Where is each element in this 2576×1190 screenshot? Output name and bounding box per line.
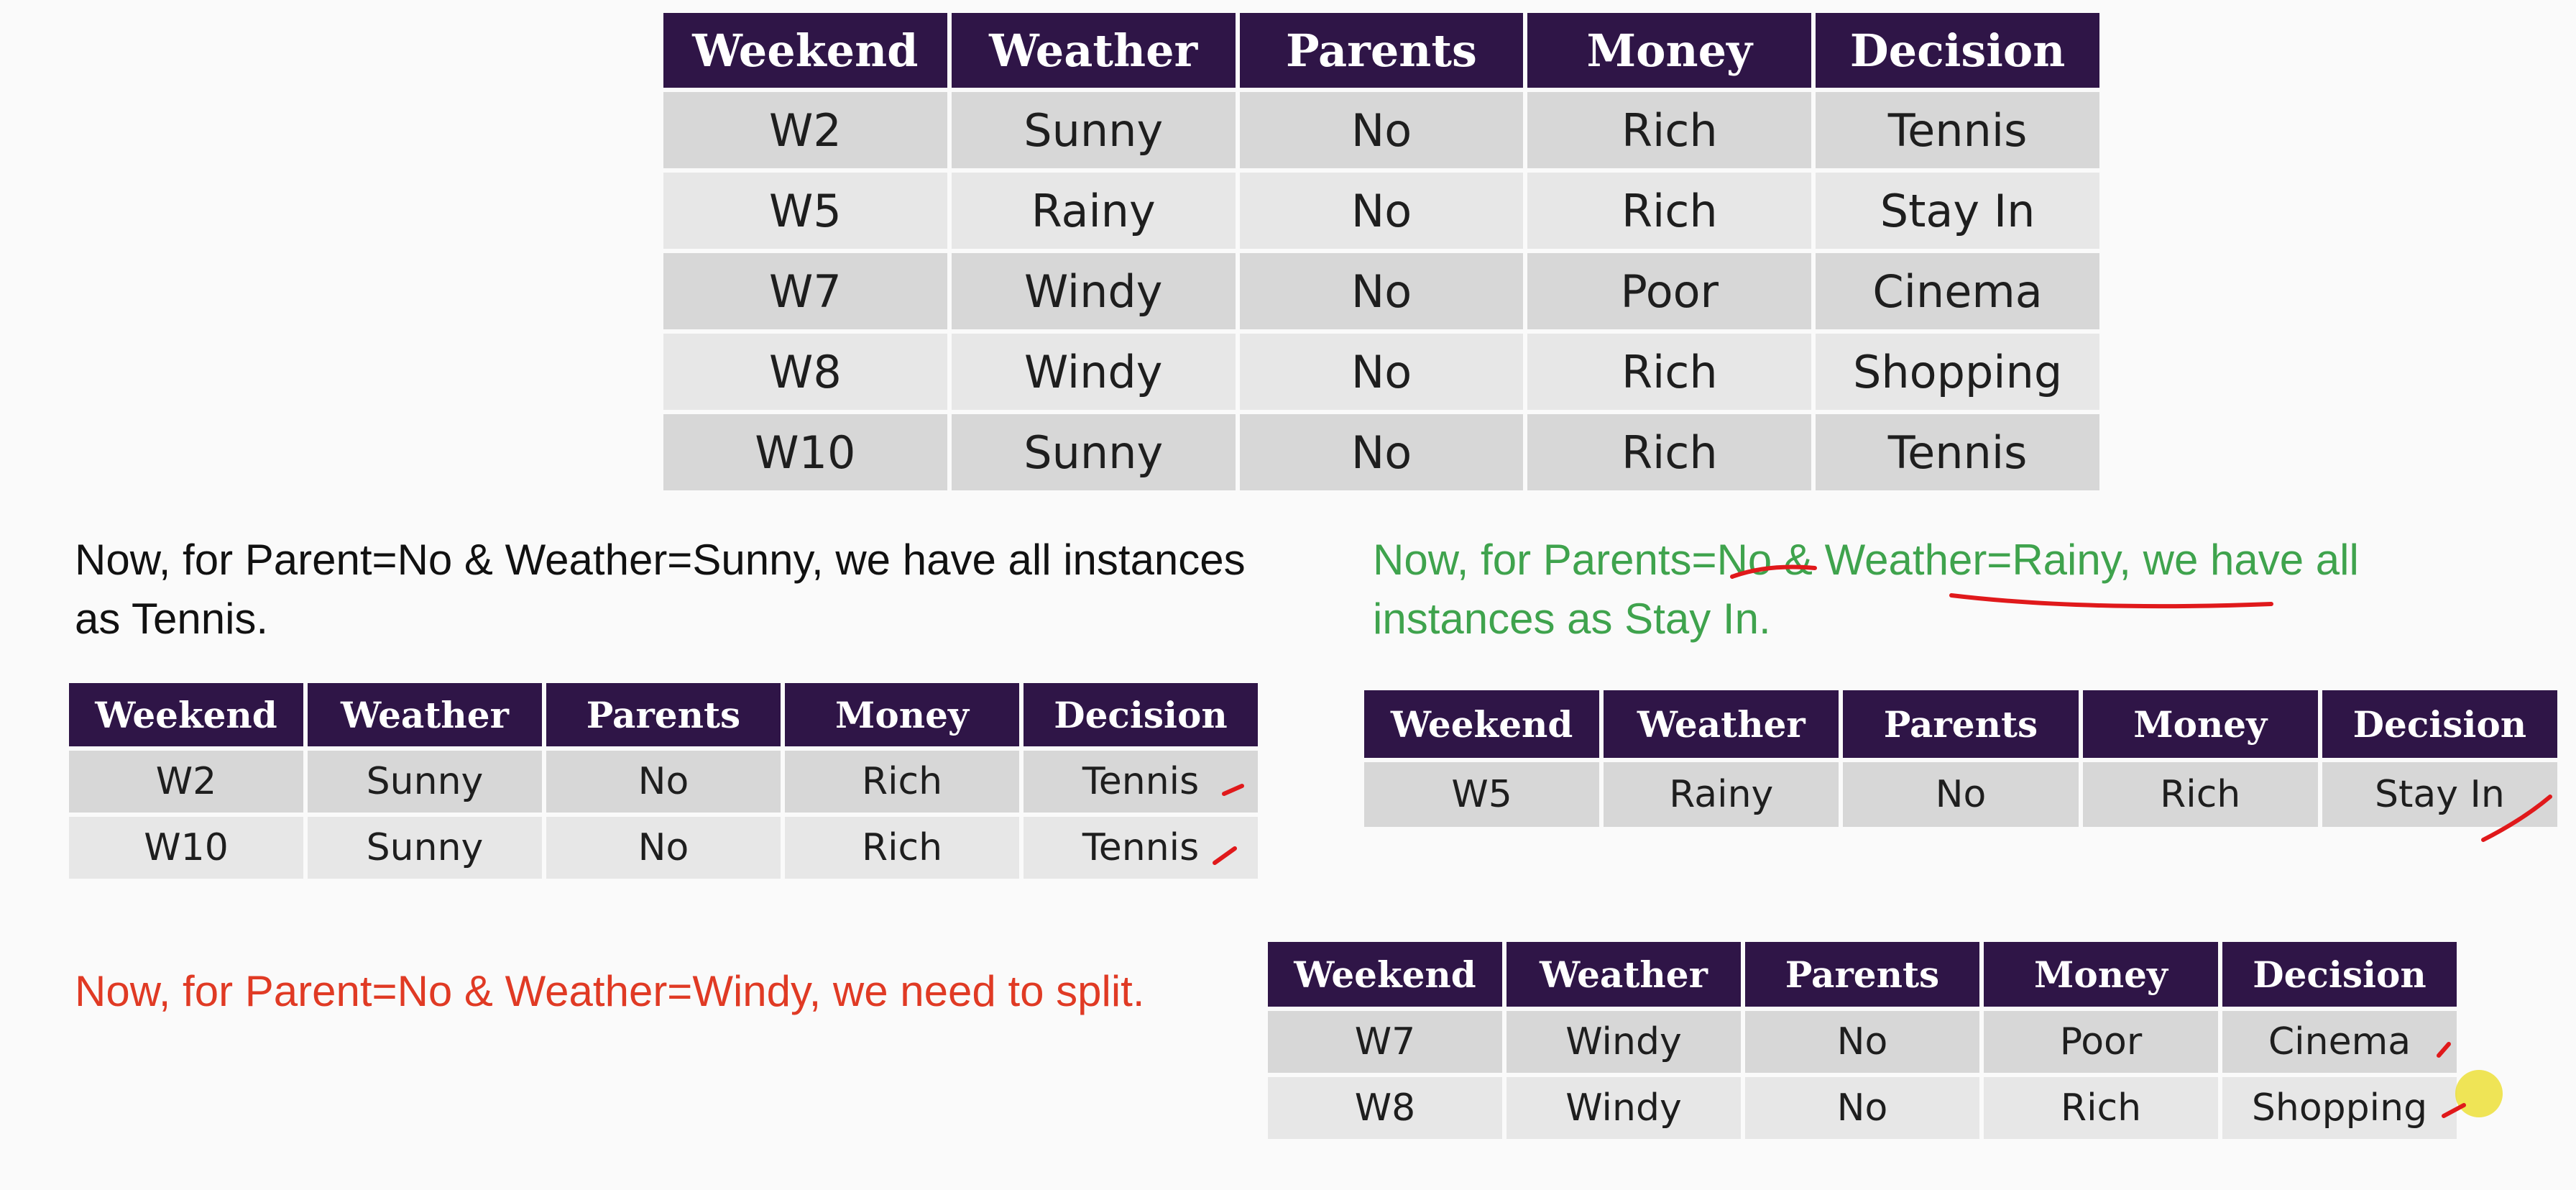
table-cell: No (1239, 92, 1524, 168)
table-cell: No (1745, 1011, 1979, 1073)
header-parents: Parents (1745, 942, 1979, 1007)
table-cell: W7 (663, 253, 947, 329)
table-cell: No (1239, 253, 1524, 329)
table-cell: W2 (69, 751, 303, 813)
table-cell: Poor (1527, 253, 1812, 329)
table-cell: Tennis (1024, 751, 1258, 813)
table-cell: No (546, 751, 781, 813)
table-cell: Windy (1506, 1077, 1741, 1139)
table-cell: Windy (1506, 1011, 1741, 1073)
windy-subset-table: Weekend Weather Parents Money Decision W… (1268, 942, 2457, 1139)
table-cell: W10 (663, 414, 947, 490)
table-cell: Sunny (308, 817, 542, 879)
table-cell: Windy (951, 253, 1236, 329)
table-cell: W10 (69, 817, 303, 879)
header-money: Money (785, 683, 1019, 746)
table-cell: W2 (663, 92, 947, 168)
header-decision: Decision (2322, 690, 2557, 758)
table-cell: Tennis (1816, 414, 2099, 490)
table-cell: W7 (1268, 1011, 1502, 1073)
table-cell: Rich (1527, 414, 1812, 490)
header-money: Money (2082, 690, 2318, 758)
table-cell: Sunny (951, 92, 1236, 168)
header-money: Money (1527, 13, 1812, 88)
header-money: Money (1984, 942, 2218, 1007)
table-cell: Rich (2082, 762, 2318, 827)
table-cell: Windy (951, 334, 1236, 410)
table-cell: Cinema (2222, 1011, 2457, 1073)
main-data-table: Weekend Weather Parents Money Decision W… (663, 13, 2099, 490)
table-cell: Tennis (1816, 92, 2099, 168)
table-cell: Rich (1527, 334, 1812, 410)
table-cell: Rich (785, 751, 1019, 813)
table-cell: W8 (1268, 1077, 1502, 1139)
header-parents: Parents (546, 683, 781, 746)
table-cell: Stay In (1816, 173, 2099, 249)
table-cell: W5 (1364, 762, 1600, 827)
table-cell: Cinema (1816, 253, 2099, 329)
table-cell: Rich (1527, 92, 1812, 168)
table-cell: Rich (1527, 173, 1812, 249)
table-cell: Stay In (2322, 762, 2557, 827)
header-parents: Parents (1843, 690, 2079, 758)
header-weather: Weather (951, 13, 1236, 88)
table-cell: Tennis (1024, 817, 1258, 879)
table-cell: No (1843, 762, 2079, 827)
header-decision: Decision (1024, 683, 1258, 746)
table-cell: W5 (663, 173, 947, 249)
table-cell: Poor (1984, 1011, 2218, 1073)
cursor-highlight (2455, 1070, 2503, 1117)
rainy-note: Now, for Parents=No & Weather=Rainy, we … (1373, 536, 2359, 643)
table-cell: Rainy (951, 173, 1236, 249)
rainy-subset-table: Weekend Weather Parents Money Decision W… (1364, 690, 2557, 827)
sunny-note: Now, for Parent=No & Weather=Sunny, we h… (75, 536, 1246, 643)
header-weather: Weather (308, 683, 542, 746)
table-cell: Rich (1984, 1077, 2218, 1139)
header-weekend: Weekend (663, 13, 947, 88)
header-weekend: Weekend (1268, 942, 1502, 1007)
table-cell: Rich (785, 817, 1019, 879)
table-cell: No (1239, 414, 1524, 490)
table-cell: Sunny (951, 414, 1236, 490)
table-cell: No (1745, 1077, 1979, 1139)
windy-note: Now, for Parent=No & Weather=Windy, we n… (75, 967, 1145, 1015)
table-cell: Shopping (1816, 334, 2099, 410)
table-cell: Shopping (2222, 1077, 2457, 1139)
table-cell: Sunny (308, 751, 542, 813)
table-cell: No (546, 817, 781, 879)
header-weekend: Weekend (1364, 690, 1600, 758)
table-cell: Rainy (1604, 762, 1839, 827)
header-parents: Parents (1239, 13, 1524, 88)
sunny-subset-table: Weekend Weather Parents Money Decision W… (69, 683, 1258, 879)
table-cell: No (1239, 334, 1524, 410)
header-weather: Weather (1506, 942, 1741, 1007)
table-cell: W8 (663, 334, 947, 410)
header-decision: Decision (2222, 942, 2457, 1007)
header-decision: Decision (1816, 13, 2099, 88)
header-weekend: Weekend (69, 683, 303, 746)
header-weather: Weather (1604, 690, 1839, 758)
table-cell: No (1239, 173, 1524, 249)
